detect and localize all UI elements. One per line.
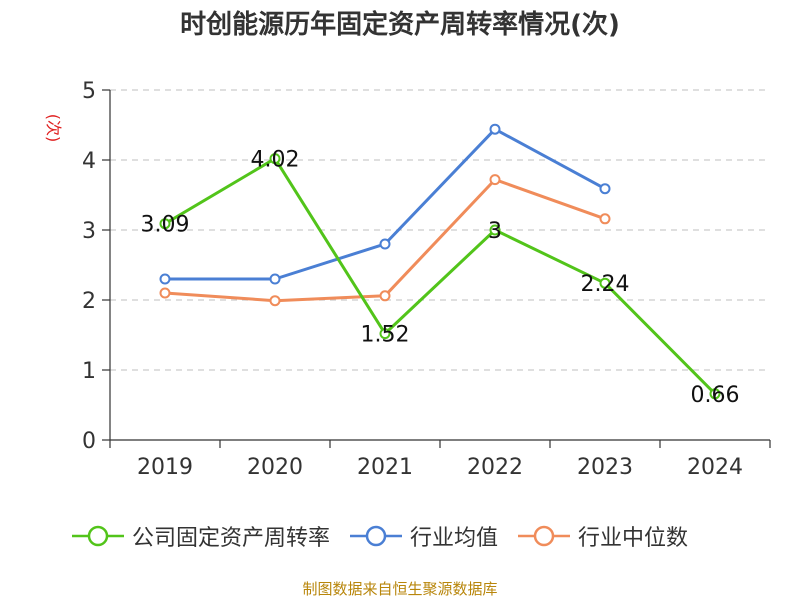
data-point: [599, 213, 611, 225]
data-point: [159, 287, 171, 299]
data-point: [269, 153, 281, 165]
data-point: [379, 328, 391, 340]
legend-item-industry-mean[interactable]: 行业均值: [350, 520, 498, 552]
x-tick-label: 2022: [467, 455, 523, 480]
data-label: 0.66: [691, 383, 740, 408]
legend: 公司固定资产周转率 行业均值 行业中位数: [72, 520, 708, 552]
y-tick-label: 0: [82, 429, 96, 454]
series-line: [165, 127, 606, 281]
legend-marker-industry-median: [518, 525, 571, 547]
data-point: [379, 238, 391, 250]
x-tick-label: 2019: [137, 455, 193, 480]
y-axis-label: (次): [44, 114, 63, 143]
data-point: [379, 290, 391, 302]
data-point: [159, 218, 171, 230]
data-point: [269, 273, 281, 285]
x-tick-label: 2021: [357, 455, 413, 480]
y-tick-label: 4: [82, 149, 96, 174]
x-tick-label: 2023: [577, 455, 633, 480]
data-label: 3.09: [141, 213, 190, 238]
legend-marker-industry-mean: [350, 525, 403, 547]
data-label: 3: [488, 219, 502, 244]
y-tick-label: 2: [82, 289, 96, 314]
x-tick-label: 2020: [247, 455, 303, 480]
data-point: [489, 224, 501, 236]
data-point: [599, 183, 611, 195]
legend-label-company: 公司固定资产周转率: [132, 526, 331, 551]
legend-label-industry-mean: 行业均值: [410, 526, 499, 551]
data-point: [489, 174, 501, 186]
legend-label-industry-median: 行业中位数: [578, 526, 689, 551]
y-tick-label: 1: [82, 359, 96, 384]
x-tick-label: 2024: [687, 455, 743, 480]
data-point: [709, 388, 721, 400]
y-tick-label: 3: [82, 219, 96, 244]
chart-title: 时创能源历年固定资产周转率情况(次): [180, 10, 620, 40]
series-line: [164, 157, 717, 395]
data-point: [159, 273, 171, 285]
data-label: 2.24: [581, 272, 630, 297]
source-note: 制图数据来自恒生聚源数据库: [302, 580, 498, 598]
legend-item-company[interactable]: 公司固定资产周转率: [72, 520, 330, 552]
legend-item-industry-median[interactable]: 行业中位数: [518, 520, 688, 552]
data-label: 1.52: [361, 323, 410, 348]
data-label: 4.02: [251, 148, 300, 173]
data-point: [489, 123, 501, 135]
data-point: [599, 277, 611, 289]
y-tick-label: 5: [82, 79, 96, 104]
data-point: [269, 295, 281, 307]
legend-marker-company: [72, 525, 124, 547]
